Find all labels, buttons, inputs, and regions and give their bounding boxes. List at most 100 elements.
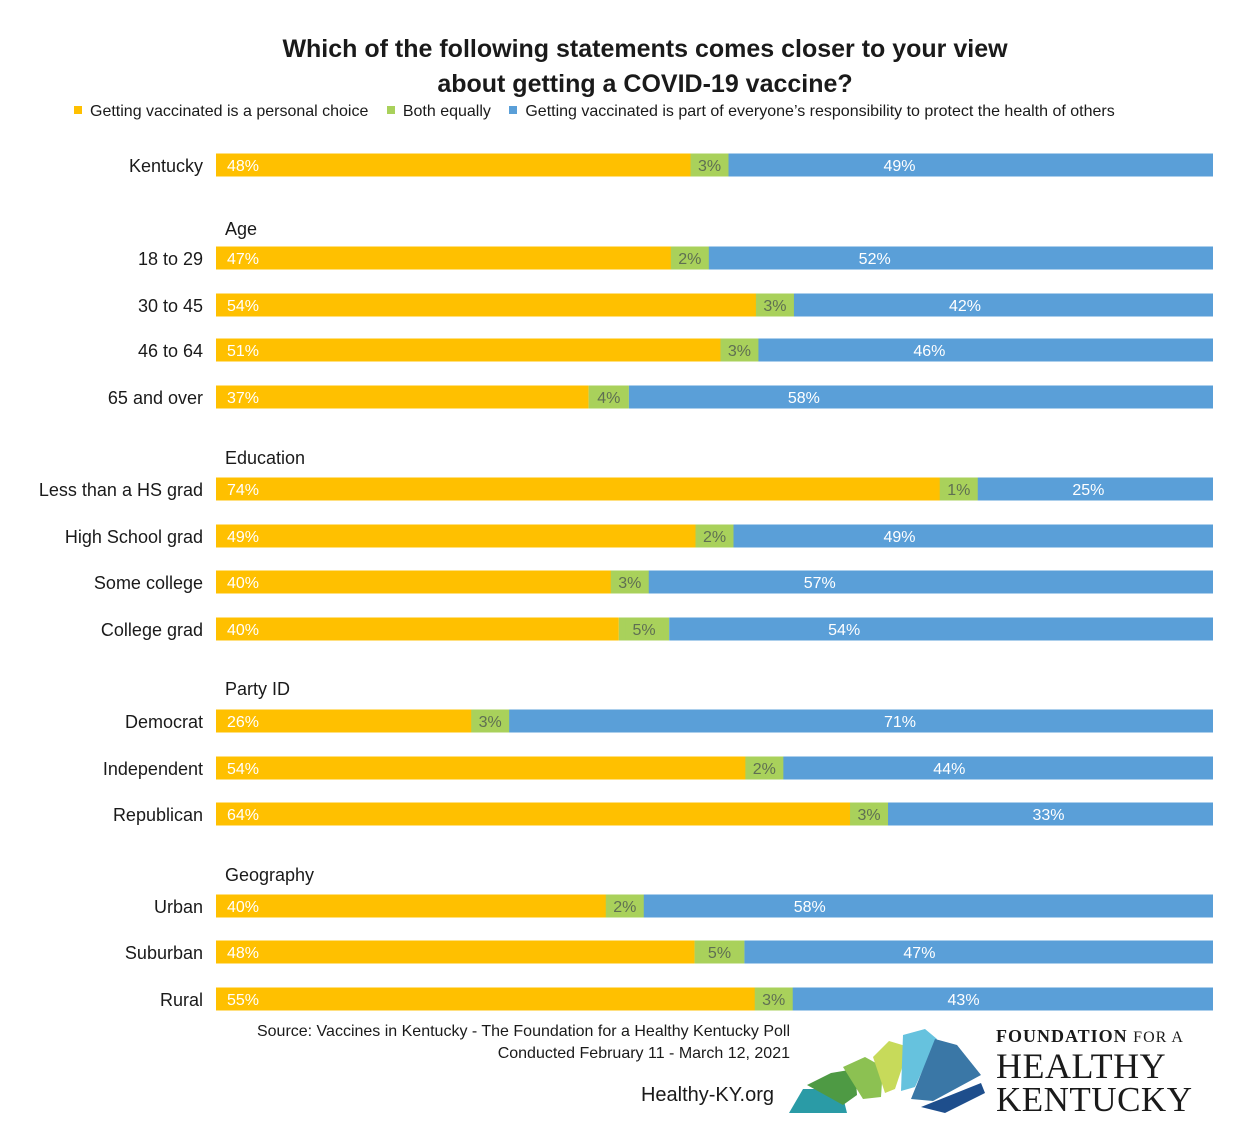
- kentucky-logo-icon: [789, 1029, 985, 1113]
- data-label-independent-series-3: 44%: [933, 761, 965, 778]
- data-label-urban-series-3: 58%: [794, 899, 826, 916]
- category-label-urban: Urban: [154, 897, 203, 917]
- data-label-box-independent-series-2: [745, 756, 784, 780]
- data-label-urban-series-2: 2%: [613, 899, 636, 916]
- chart-title: Which of the following statements comes …: [0, 32, 1238, 102]
- data-label-box-suburban-series-2: [700, 940, 739, 964]
- data-label-65-and-over-series-2: 4%: [597, 390, 620, 407]
- data-label-kentucky-series-3: 49%: [883, 158, 915, 175]
- data-label-30-to-45-series-3: 42%: [949, 298, 981, 315]
- logo-line-1: FOUNDATION FOR A: [996, 1024, 1216, 1050]
- category-label-18-to-29: 18 to 29: [138, 249, 203, 269]
- category-label-65-and-over: 65 and over: [108, 388, 203, 408]
- bar-urban-series-1: [216, 894, 615, 918]
- legend-item-personal-choice: Getting vaccinated is a personal choice: [74, 102, 368, 122]
- bar-suburban-series-3: [744, 940, 1213, 964]
- data-label-republican-series-1: 64%: [227, 807, 259, 824]
- category-label-independent: Independent: [103, 759, 203, 779]
- data-label-box-46-to-64-series-2: [720, 338, 759, 362]
- data-label-less-than-a-hs-grad-series-1: 74%: [227, 482, 259, 499]
- category-label-30-to-45: 30 to 45: [138, 296, 203, 316]
- data-label-box-democrat-series-2: [471, 709, 510, 733]
- category-label-high-school-grad: High School grad: [65, 527, 203, 547]
- bar-some-college-series-3: [644, 570, 1213, 594]
- category-label-less-than-a-hs-grad: Less than a HS grad: [39, 480, 203, 500]
- category-label-republican: Republican: [113, 805, 203, 825]
- bar-less-than-a-hs-grad-series-3: [963, 477, 1213, 501]
- data-label-college-grad-series-1: 40%: [227, 622, 259, 639]
- data-label-college-grad-series-3: 54%: [828, 622, 860, 639]
- bar-kentucky-series-3: [724, 153, 1213, 177]
- bar-46-to-64-series-1: [216, 338, 725, 362]
- category-label-college-grad: College grad: [101, 620, 203, 640]
- data-label-college-grad-series-2: 5%: [632, 622, 655, 639]
- source-line-1: Source: Vaccines in Kentucky - The Found…: [256, 1023, 790, 1040]
- data-label-18-to-29-series-1: 47%: [227, 251, 259, 268]
- legend-item-both-equally: Both equally: [386, 102, 491, 122]
- bar-65-and-over-series-1: [216, 385, 589, 409]
- data-label-65-and-over-series-1: 37%: [227, 390, 259, 407]
- data-label-republican-series-3: 33%: [1032, 807, 1064, 824]
- legend-label-both-equally: Both equally: [402, 103, 491, 120]
- data-label-65-and-over-series-3: 58%: [788, 390, 820, 407]
- data-label-46-to-64-series-2: 3%: [728, 343, 751, 360]
- bar-less-than-a-hs-grad-series-1: [216, 477, 954, 501]
- data-label-independent-series-2: 2%: [753, 761, 776, 778]
- chart-plot: Kentucky 48% 3% 49% Age 18 to 29 47% 2% 52% 30 to…: [39, 153, 1213, 1011]
- logo-line-2: HEALTHY: [996, 1046, 1167, 1086]
- bar-rural-series-1: [216, 987, 759, 1011]
- data-label-box-18-to-29-series-2: [670, 246, 709, 270]
- bar-30-to-45-series-3: [790, 293, 1213, 317]
- data-label-rural-series-1: 55%: [227, 992, 259, 1009]
- bar-independent-series-1: [216, 756, 755, 780]
- category-label-democrat: Democrat: [125, 712, 203, 732]
- legend-label-responsibility: Getting vaccinated is part of everyone’s…: [525, 103, 1115, 120]
- bar-46-to-64-series-3: [754, 338, 1213, 362]
- bar-high-school-grad-series-3: [724, 524, 1213, 548]
- logo-line-3: KENTUCKY: [996, 1080, 1193, 1119]
- legend-item-responsibility: Getting vaccinated is part of everyone’s…: [509, 102, 1115, 122]
- data-label-rural-series-3: 43%: [948, 992, 980, 1009]
- group-heading-education: Education: [225, 448, 305, 468]
- website-link[interactable]: Healthy-KY.org: [640, 1084, 774, 1106]
- data-label-30-to-45-series-1: 54%: [227, 298, 259, 315]
- data-label-high-school-grad-series-1: 49%: [227, 529, 259, 546]
- category-label-rural: Rural: [160, 990, 203, 1010]
- bar-rural-series-3: [788, 987, 1213, 1011]
- data-label-box-kentucky-series-2: [690, 153, 729, 177]
- bar-independent-series-3: [774, 756, 1213, 780]
- data-label-suburban-series-2: 5%: [708, 945, 731, 962]
- data-label-box-30-to-45-series-2: [755, 293, 794, 317]
- group-heading-age: Age: [225, 219, 257, 239]
- bar-republican-series-1: [216, 802, 855, 826]
- data-label-18-to-29-series-2: 2%: [678, 251, 701, 268]
- legend-swatch-responsibility: [509, 105, 518, 114]
- category-label-some-college: Some college: [94, 573, 203, 593]
- group-heading-geography: Geography: [225, 865, 314, 885]
- data-label-less-than-a-hs-grad-series-3: 25%: [1072, 482, 1104, 499]
- bar-high-school-grad-series-1: [216, 524, 705, 548]
- data-label-30-to-45-series-2: 3%: [763, 298, 786, 315]
- data-label-box-urban-series-2: [605, 894, 644, 918]
- data-label-46-to-64-series-1: 51%: [227, 343, 259, 360]
- data-label-democrat-series-1: 26%: [227, 714, 259, 731]
- data-label-kentucky-series-1: 48%: [227, 158, 259, 175]
- data-label-box-college-grad-series-2: [625, 617, 664, 641]
- data-label-kentucky-series-2: 3%: [698, 158, 721, 175]
- chart-legend: Getting vaccinated is a personal choice …: [74, 102, 1234, 122]
- data-label-republican-series-2: 3%: [857, 807, 880, 824]
- bar-college-grad-series-1: [216, 617, 619, 641]
- category-label-46-to-64: 46 to 64: [138, 341, 203, 361]
- legend-label-personal-choice: Getting vaccinated is a personal choice: [90, 103, 369, 120]
- category-label-kentucky: Kentucky: [129, 156, 203, 176]
- bar-suburban-series-1: [216, 940, 695, 964]
- bar-democrat-series-1: [216, 709, 476, 733]
- legend-swatch-personal-choice: [74, 105, 82, 114]
- data-label-democrat-series-3: 71%: [884, 714, 916, 731]
- chart-title-line-1: Which of the following statements comes …: [282, 35, 1008, 63]
- bar-65-and-over-series-3: [628, 385, 1213, 409]
- data-label-some-college-series-1: 40%: [227, 575, 259, 592]
- data-label-rural-series-2: 3%: [762, 992, 785, 1009]
- source-note: Source: Vaccines in Kentucky - The Found…: [160, 1021, 790, 1065]
- bar-18-to-29-series-3: [699, 246, 1213, 270]
